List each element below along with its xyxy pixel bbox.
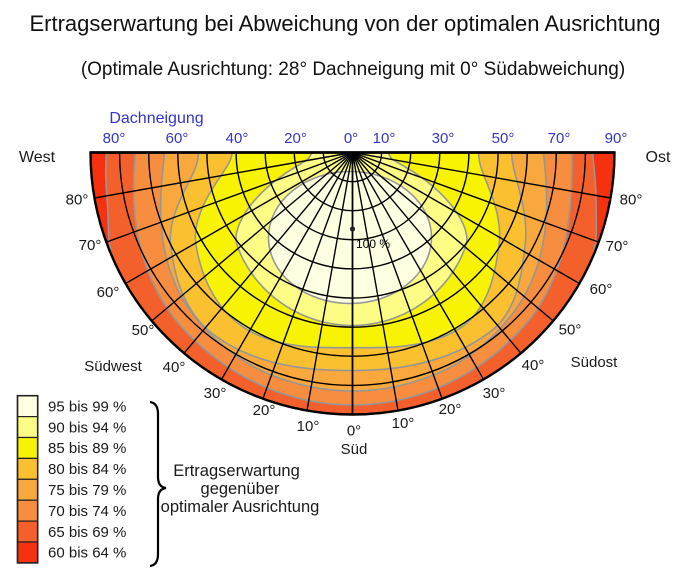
- svg-text:60 bis 64 %: 60 bis 64 %: [48, 545, 126, 562]
- svg-text:Süd: Süd: [341, 441, 368, 458]
- svg-text:30°: 30°: [204, 385, 227, 402]
- svg-text:70°: 70°: [79, 237, 102, 254]
- svg-text:30°: 30°: [432, 130, 455, 147]
- svg-text:60°: 60°: [97, 284, 120, 301]
- svg-text:50°: 50°: [492, 130, 515, 147]
- svg-text:0°: 0°: [347, 423, 361, 440]
- svg-text:50°: 50°: [132, 322, 155, 339]
- svg-text:Ertragserwartung bei Abweichun: Ertragserwartung bei Abweichung von der …: [29, 11, 660, 36]
- svg-text:optimaler Ausrichtung: optimaler Ausrichtung: [161, 498, 320, 516]
- svg-text:80°: 80°: [66, 192, 89, 209]
- svg-text:80 bis 84 %: 80 bis 84 %: [48, 461, 126, 478]
- svg-text:20°: 20°: [439, 401, 462, 418]
- svg-text:20°: 20°: [253, 402, 276, 419]
- svg-text:10°: 10°: [392, 415, 415, 432]
- svg-text:Südwest: Südwest: [84, 358, 142, 375]
- svg-text:(Optimale Ausrichtung: 28° Dac: (Optimale Ausrichtung: 28° Dachneigung m…: [81, 59, 625, 80]
- svg-text:70°: 70°: [606, 238, 629, 255]
- svg-text:Südost: Südost: [571, 354, 619, 371]
- svg-text:60°: 60°: [166, 130, 189, 147]
- svg-text:70°: 70°: [548, 130, 571, 147]
- svg-text:40°: 40°: [522, 357, 545, 374]
- svg-text:70 bis 74 %: 70 bis 74 %: [48, 503, 126, 520]
- svg-text:50°: 50°: [559, 322, 582, 339]
- svg-text:40°: 40°: [163, 359, 186, 376]
- svg-text:Ost: Ost: [646, 149, 671, 166]
- svg-text:75 bis 79 %: 75 bis 79 %: [48, 482, 126, 499]
- svg-text:West: West: [19, 149, 56, 166]
- svg-text:Ertragserwartung: Ertragserwartung: [173, 462, 300, 480]
- svg-text:10°: 10°: [297, 418, 320, 435]
- svg-text:10°: 10°: [373, 130, 396, 147]
- svg-text:80°: 80°: [620, 192, 643, 209]
- svg-text:90 bis 94 %: 90 bis 94 %: [48, 419, 126, 436]
- svg-text:95 bis 99 %: 95 bis 99 %: [48, 398, 126, 415]
- svg-text:90°: 90°: [605, 130, 628, 147]
- svg-text:20°: 20°: [284, 130, 307, 147]
- svg-text:85 bis 89 %: 85 bis 89 %: [48, 440, 126, 457]
- svg-text:30°: 30°: [483, 385, 506, 402]
- svg-text:40°: 40°: [226, 130, 249, 147]
- svg-text:Dachneigung: Dachneigung: [109, 110, 203, 127]
- svg-text:60°: 60°: [590, 281, 613, 298]
- svg-text:80°: 80°: [103, 130, 126, 147]
- svg-text:0°: 0°: [344, 130, 358, 147]
- svg-text:100 %: 100 %: [356, 237, 390, 251]
- svg-text:gegenüber: gegenüber: [201, 480, 280, 498]
- svg-text:65 bis 69 %: 65 bis 69 %: [48, 524, 126, 541]
